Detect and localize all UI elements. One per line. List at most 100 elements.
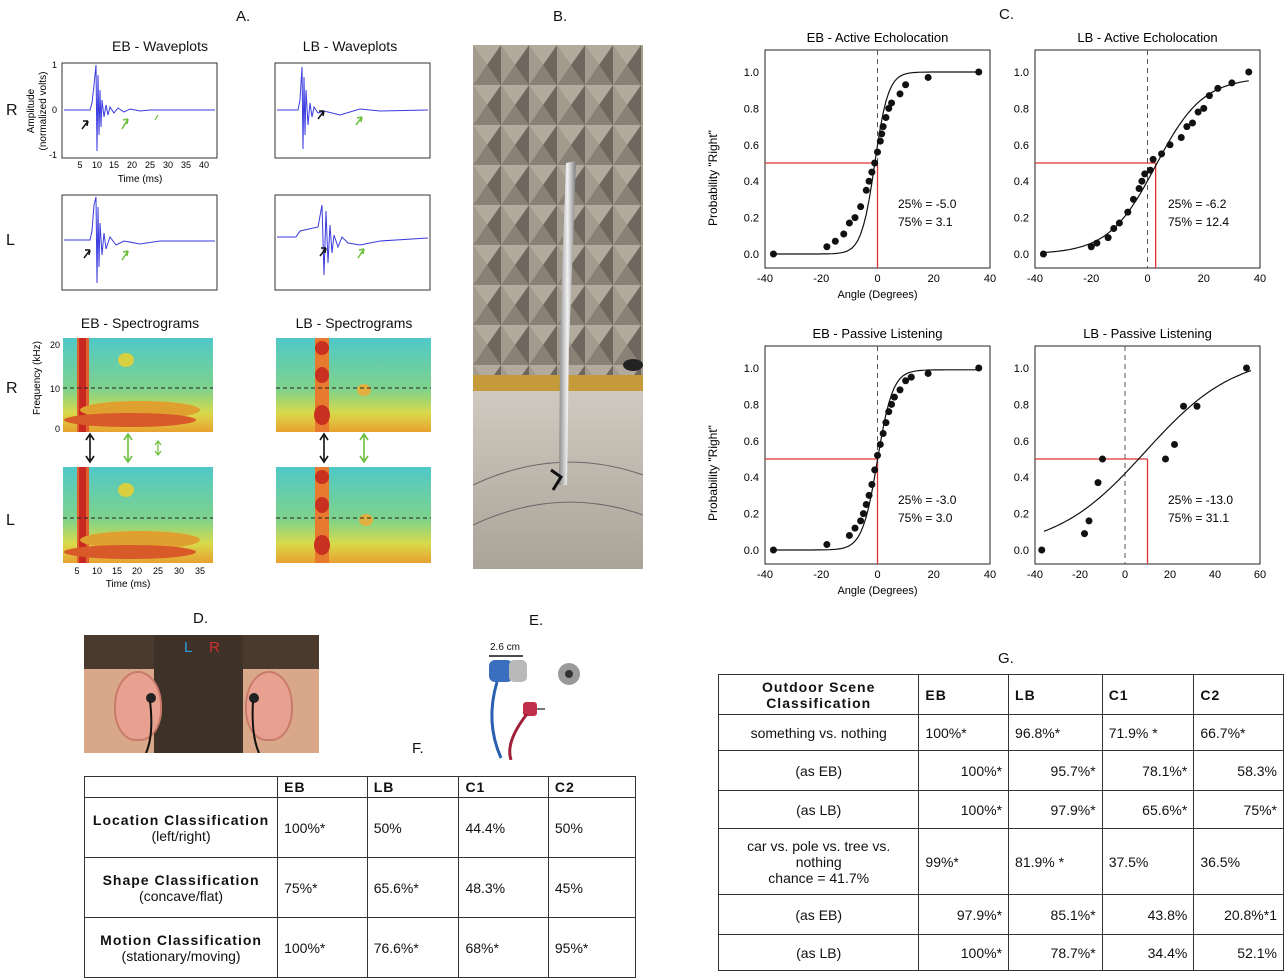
row-title: Location Classification xyxy=(92,811,270,828)
data-point xyxy=(878,130,886,138)
earplug-microphones xyxy=(489,655,580,760)
x-tick-label: 0 xyxy=(1122,569,1128,581)
x-tick-label: 40 xyxy=(984,273,996,285)
data-point xyxy=(845,219,853,227)
spec-xtick: 5 xyxy=(74,566,79,576)
cell: 97.9%* xyxy=(1008,790,1103,829)
lb-r-spectrogram xyxy=(276,338,431,432)
cell: 68%* xyxy=(458,917,549,978)
data-point xyxy=(1135,184,1143,192)
data-point xyxy=(868,480,876,488)
data-point xyxy=(879,430,887,438)
data-point xyxy=(1110,225,1118,233)
table-row: Location Classification (left/right) 100%… xyxy=(83,797,637,858)
data-point xyxy=(1183,123,1191,131)
cell: 50% xyxy=(547,797,637,858)
x-tick-label: -40 xyxy=(757,273,773,285)
data-point xyxy=(1093,239,1101,247)
data-point xyxy=(769,250,777,258)
x-tick-label: -20 xyxy=(813,273,829,285)
data-point xyxy=(1162,455,1169,463)
data-point xyxy=(876,137,884,145)
data-point xyxy=(885,408,893,416)
data-point xyxy=(1194,108,1202,116)
table-row: something vs. nothing 100%* 96.8%* 71.9%… xyxy=(717,714,1284,751)
y-tick-label: 0.8 xyxy=(744,103,759,115)
spec-time-label: Time (ms) xyxy=(106,579,151,590)
table-f-header: C2 xyxy=(547,776,637,798)
cell: 76.6%* xyxy=(366,917,460,978)
data-point xyxy=(1205,92,1213,100)
panel-label-b: B. xyxy=(553,8,568,25)
y-tick-label: 0.6 xyxy=(1014,140,1029,152)
arrow-icon xyxy=(357,248,365,259)
double-arrow-icon xyxy=(85,432,95,464)
arrow-icon xyxy=(81,120,89,130)
x-tick-label: -20 xyxy=(1072,569,1088,581)
table-f-header: EB xyxy=(277,776,368,798)
data-point xyxy=(1214,84,1222,92)
x-tick-label: -40 xyxy=(1027,569,1043,581)
data-point xyxy=(1081,530,1088,538)
data-point xyxy=(823,243,831,251)
y-tick-label: 0.6 xyxy=(1014,436,1029,448)
row-label: something vs. nothing xyxy=(717,714,920,751)
fit-curve xyxy=(776,71,979,255)
data-point xyxy=(902,377,910,385)
double-arrow-icon xyxy=(154,440,162,456)
table-g-header: LB xyxy=(1008,674,1103,715)
x-tick-label: 0 xyxy=(874,569,880,581)
panel-label-e: E. xyxy=(529,612,544,629)
cell: 100%* xyxy=(918,750,1010,791)
row-label-r-spec: R xyxy=(6,380,18,397)
data-point xyxy=(862,501,870,508)
row-label: (as LB) xyxy=(717,790,920,829)
table-f-header: LB xyxy=(366,776,460,798)
threshold-annotation: 75% = 12.4 xyxy=(1168,215,1229,229)
x-tick-label: 40 xyxy=(984,569,996,581)
data-point xyxy=(1166,141,1174,149)
eb-l-spectrogram xyxy=(63,467,213,563)
x-tick-label: 20 xyxy=(1164,569,1176,581)
x-tick-label: -40 xyxy=(757,569,773,581)
data-point xyxy=(1099,455,1106,463)
threshold-annotation: 25% = -5.0 xyxy=(898,197,957,211)
data-point xyxy=(1094,479,1102,487)
data-point xyxy=(975,68,983,76)
y-tick-label: 0.2 xyxy=(1014,213,1029,225)
cell: 78.1%* xyxy=(1101,750,1195,791)
table-row: car vs. pole vs. tree vs. nothing chance … xyxy=(717,828,1284,895)
data-point xyxy=(890,393,898,401)
data-point xyxy=(859,510,867,518)
double-arrow-icon xyxy=(123,432,133,464)
data-point xyxy=(862,186,870,194)
data-point xyxy=(874,451,881,459)
cell: 78.7%* xyxy=(1008,934,1103,971)
data-point xyxy=(871,159,879,167)
wave-time-label: Time (ms) xyxy=(118,174,163,185)
wave-xtick: 30 xyxy=(163,160,173,170)
data-point xyxy=(879,123,887,131)
arrow-icon xyxy=(121,250,129,261)
cell: 34.4% xyxy=(1101,934,1195,971)
data-point xyxy=(1115,219,1123,227)
eb-l-waveform xyxy=(64,196,215,284)
y-tick-label: 0.4 xyxy=(744,472,759,484)
row-label-r-wave: R xyxy=(6,102,18,119)
cell: 43.8% xyxy=(1101,894,1195,935)
data-point xyxy=(851,524,859,532)
cell: 44.4% xyxy=(458,797,549,858)
data-point xyxy=(882,114,890,121)
spec-xtick: 15 xyxy=(112,566,122,576)
data-point xyxy=(1141,170,1149,178)
data-point xyxy=(896,386,904,394)
panel-label-d: D. xyxy=(193,610,208,627)
data-point xyxy=(871,466,879,474)
data-point xyxy=(1039,250,1047,258)
cell: 96.8%* xyxy=(1008,714,1103,751)
spec-xtick: 10 xyxy=(92,566,102,576)
panel-label-c: C. xyxy=(999,6,1014,23)
data-point xyxy=(857,203,865,211)
cell: 20.8%*1 xyxy=(1193,894,1284,935)
data-point xyxy=(865,491,873,499)
